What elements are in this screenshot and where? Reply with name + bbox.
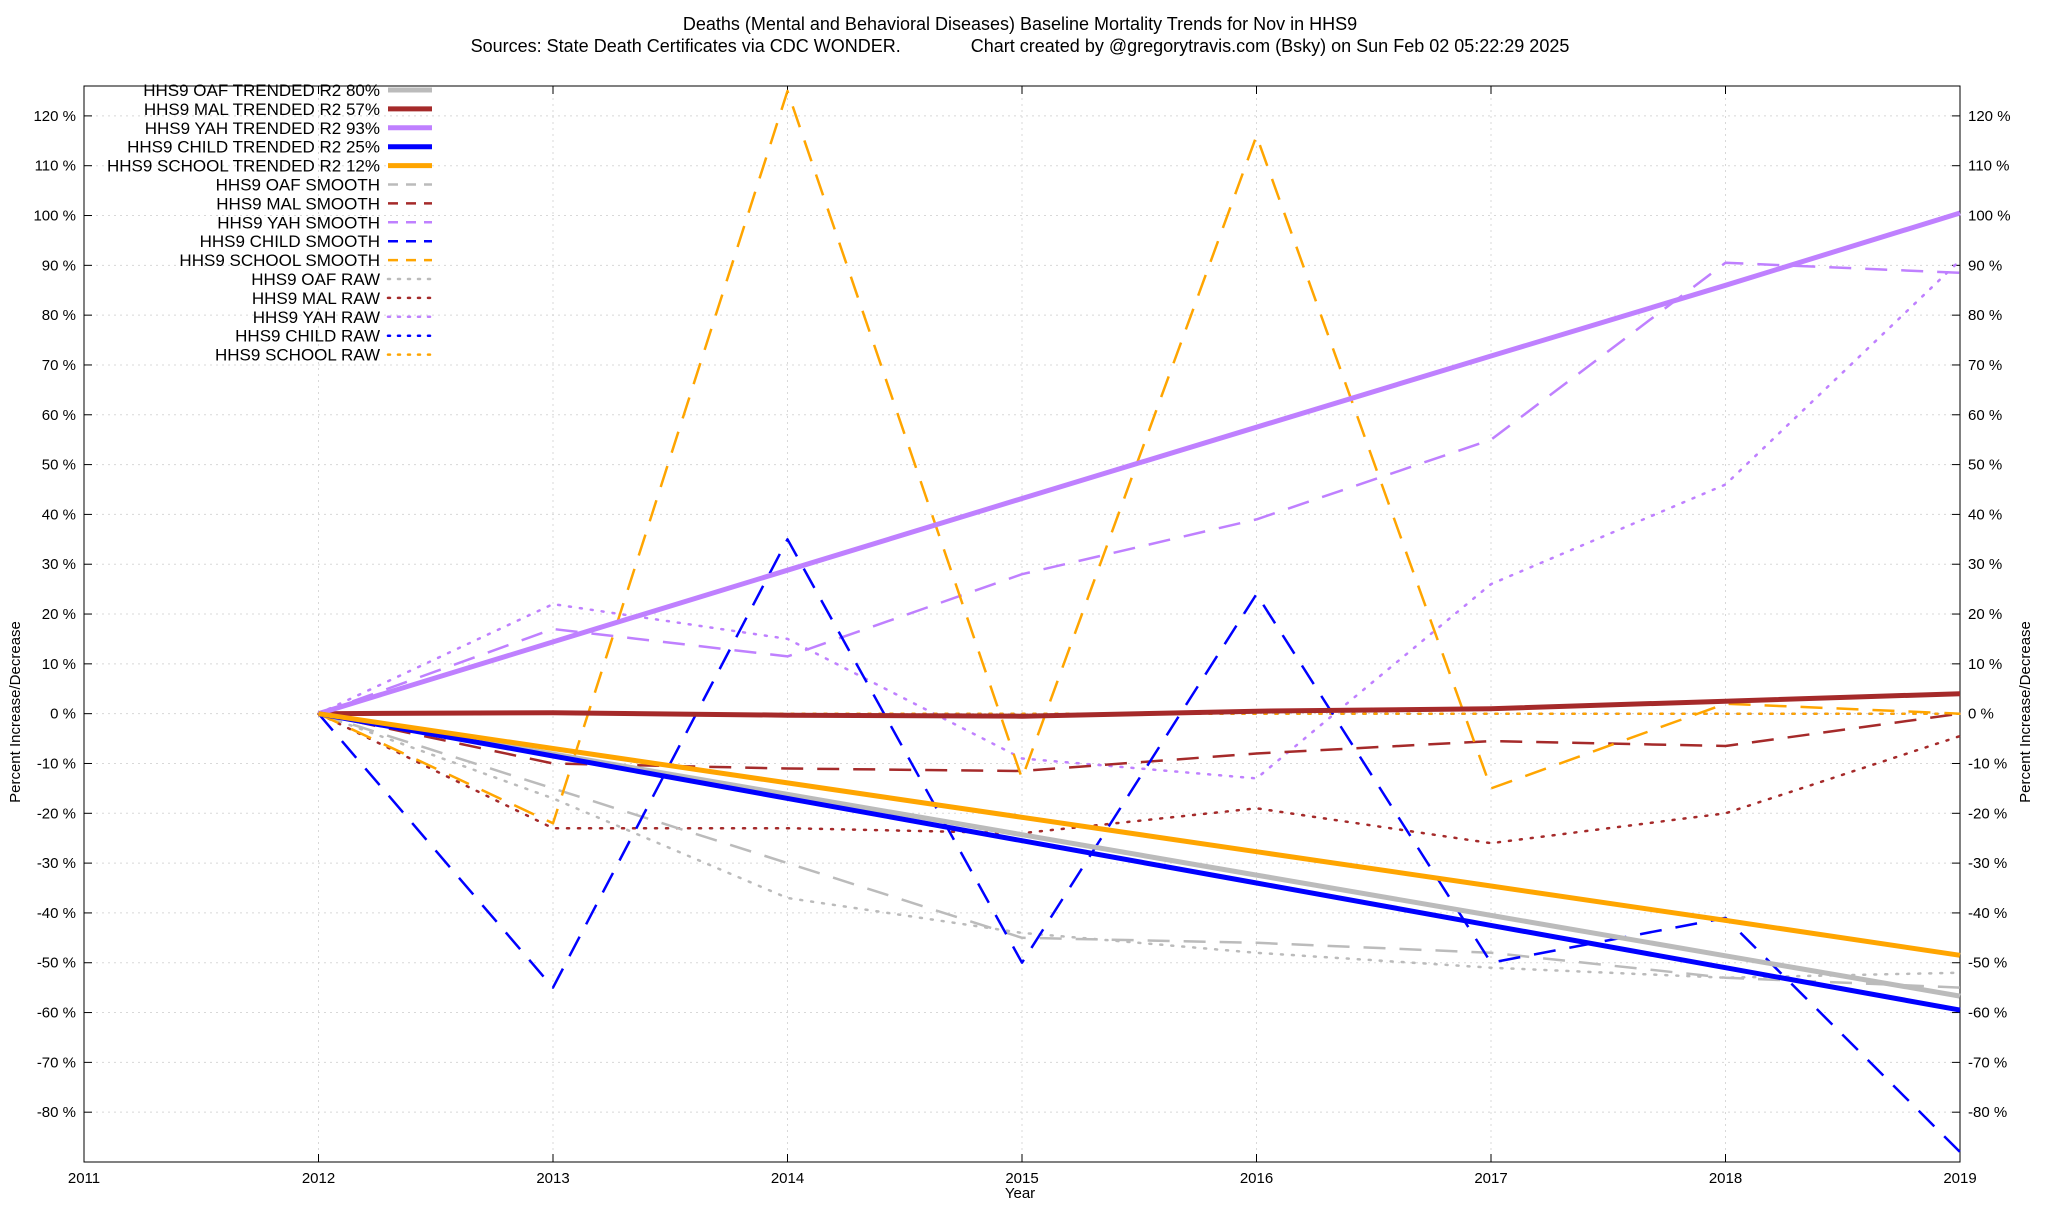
legend: HHS9 OAF TRENDED R2 80%HHS9 MAL TRENDED … bbox=[107, 81, 434, 365]
y-tick-label: 40 % bbox=[42, 506, 76, 523]
y2-axis-label: Percent Increase/Decrease bbox=[2017, 621, 2034, 803]
y2-tick-label: -60 % bbox=[1968, 1005, 2007, 1022]
y2-tick-label: -30 % bbox=[1968, 855, 2007, 872]
legend-label: HHS9 OAF TRENDED R2 80% bbox=[143, 81, 380, 100]
series-line-hhs9-yah-smooth bbox=[318, 261, 1961, 715]
series-line-hhs9-oaf-smooth bbox=[318, 712, 1961, 989]
y2-tick-label: 120 % bbox=[1968, 108, 2011, 125]
series-line-hhs9-yah-raw bbox=[317, 259, 1962, 780]
series-line-hhs9-oaf-raw bbox=[317, 712, 1962, 979]
series-line-hhs9-yah-trended-r2-93 bbox=[317, 210, 1961, 717]
y2-tick-label: 110 % bbox=[1968, 158, 2009, 175]
y-axis-label: Percent Increase/Decrease bbox=[7, 621, 24, 803]
y2-tick-label: 20 % bbox=[1968, 606, 2002, 623]
y2-tick-label: 0 % bbox=[1968, 706, 1994, 723]
y2-tick-label: 90 % bbox=[1968, 257, 2002, 274]
x-tick-label: 2016 bbox=[1240, 1170, 1273, 1187]
y2-tick-label: -70 % bbox=[1968, 1054, 2007, 1071]
series-line-hhs9-school-smooth bbox=[317, 89, 1961, 825]
chart-title: Deaths (Mental and Behavioral Diseases) … bbox=[683, 14, 1357, 34]
y2-tick-label: 60 % bbox=[1968, 407, 2002, 424]
legend-label: HHS9 YAH RAW bbox=[253, 308, 380, 327]
chart-subtitle: Sources: State Death Certificates via CD… bbox=[471, 36, 1570, 56]
y-tick-label: -20 % bbox=[37, 805, 76, 822]
legend-label: HHS9 SCHOOL TRENDED R2 12% bbox=[107, 157, 380, 176]
y-tick-label: 80 % bbox=[42, 307, 76, 324]
x-tick-label: 2013 bbox=[536, 1170, 569, 1187]
y2-tick-label: -20 % bbox=[1968, 805, 2007, 822]
y-tick-label: -50 % bbox=[37, 955, 76, 972]
series-line-hhs9-mal-trended-r2-57 bbox=[318, 691, 1961, 719]
series-line-hhs9-child-smooth bbox=[317, 538, 1961, 1153]
series-line-hhs9-school-trended-r2-12 bbox=[318, 711, 1961, 958]
y-tick-label: -40 % bbox=[37, 905, 76, 922]
legend-label: HHS9 OAF SMOOTH bbox=[216, 176, 380, 195]
y-tick-label: -10 % bbox=[37, 755, 76, 772]
legend-label: HHS9 MAL RAW bbox=[252, 289, 380, 308]
y2-tick-label: 10 % bbox=[1968, 656, 2002, 673]
y-tick-label: 50 % bbox=[42, 457, 76, 474]
legend-label: HHS9 MAL TRENDED R2 57% bbox=[144, 100, 380, 119]
x-axis-label: Year bbox=[1005, 1185, 1035, 1200]
legend-label: HHS9 OAF RAW bbox=[251, 270, 380, 289]
y2-tick-label: 40 % bbox=[1968, 506, 2002, 523]
y-tick-label: 110 % bbox=[35, 158, 76, 175]
y-tick-label: 120 % bbox=[33, 108, 76, 125]
y2-tick-label: -50 % bbox=[1968, 955, 2007, 972]
legend-label: HHS9 CHILD RAW bbox=[235, 327, 380, 346]
y-tick-label: 60 % bbox=[42, 407, 76, 424]
y-tick-label: 100 % bbox=[33, 208, 76, 225]
y-tick-label: -80 % bbox=[37, 1104, 76, 1121]
series-lines bbox=[317, 89, 1962, 1153]
legend-label: HHS9 CHILD SMOOTH bbox=[200, 232, 380, 251]
y2-tick-label: -10 % bbox=[1968, 755, 2007, 772]
y2-tick-label: -40 % bbox=[1968, 905, 2007, 922]
legend-label: HHS9 YAH TRENDED R2 93% bbox=[145, 119, 380, 138]
y2-tick-label: -80 % bbox=[1968, 1104, 2007, 1121]
y-tick-label: 90 % bbox=[42, 257, 76, 274]
series-line-hhs9-child-trended-r2-25 bbox=[318, 711, 1961, 1013]
series-line-hhs9-mal-raw bbox=[317, 712, 1962, 845]
x-tick-label: 2014 bbox=[771, 1170, 804, 1187]
y-tick-label: 0 % bbox=[50, 706, 76, 723]
axes: 120 % 120 % 110 % 110 % 100 % 100 % 90 % 90 % 80… bbox=[33, 85, 2011, 1187]
legend-label: HHS9 YAH SMOOTH bbox=[217, 213, 380, 232]
legend-label: HHS9 SCHOOL SMOOTH bbox=[179, 251, 380, 270]
x-tick-label: 2018 bbox=[1709, 1170, 1742, 1187]
y-tick-label: 20 % bbox=[42, 606, 76, 623]
x-tick-label: 2012 bbox=[302, 1170, 335, 1187]
x-tick-label: 2015 bbox=[1005, 1170, 1038, 1187]
y-tick-label: -60 % bbox=[37, 1005, 76, 1022]
y2-tick-label: 70 % bbox=[1968, 357, 2002, 374]
y-tick-label: 30 % bbox=[42, 556, 76, 573]
y2-tick-label: 100 % bbox=[1968, 208, 2011, 225]
grid bbox=[83, 86, 1961, 1162]
legend-label: HHS9 CHILD TRENDED R2 25% bbox=[127, 138, 380, 157]
series-line-hhs9-mal-smooth bbox=[318, 712, 1961, 773]
x-tick-label: 2011 bbox=[68, 1170, 100, 1187]
x-tick-label: 2019 bbox=[1943, 1170, 1976, 1187]
y-tick-label: 10 % bbox=[42, 656, 76, 673]
y2-tick-label: 30 % bbox=[1968, 556, 2002, 573]
y-tick-label: 70 % bbox=[42, 357, 76, 374]
y-tick-label: -30 % bbox=[37, 855, 76, 872]
legend-label: HHS9 MAL SMOOTH bbox=[216, 194, 380, 213]
y-tick-label: -70 % bbox=[37, 1054, 76, 1071]
x-tick-label: 2017 bbox=[1474, 1170, 1507, 1187]
y2-tick-label: 80 % bbox=[1968, 307, 2002, 324]
y2-tick-label: 50 % bbox=[1968, 457, 2002, 474]
legend-label: HHS9 SCHOOL RAW bbox=[215, 346, 380, 365]
